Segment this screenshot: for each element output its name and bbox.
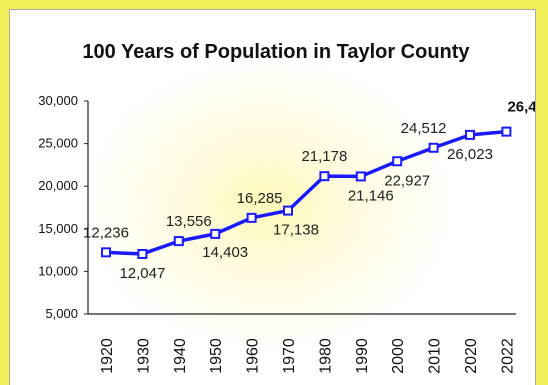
data-point-marker bbox=[246, 212, 257, 223]
x-tick-label: 1950 bbox=[208, 338, 225, 374]
data-label: 14,403 bbox=[202, 244, 248, 261]
data-label: 24,512 bbox=[401, 120, 447, 137]
data-label: 13,556 bbox=[166, 213, 212, 230]
x-tick-label: 2022 bbox=[499, 338, 516, 374]
data-label: 12,047 bbox=[119, 265, 165, 282]
data-label: 17,138 bbox=[273, 222, 319, 239]
x-tick-label: 1930 bbox=[135, 338, 152, 374]
data-label: 22,927 bbox=[384, 172, 430, 189]
x-tick-label: 1960 bbox=[245, 338, 262, 374]
x-tick-label: 1990 bbox=[354, 338, 371, 374]
data-label: 12,236 bbox=[83, 224, 129, 241]
y-axis-ticks: 5,000 10,000 15,000 20,000 25,000 30,000 bbox=[38, 93, 88, 321]
data-point-marker bbox=[392, 156, 403, 167]
data-point-marker bbox=[173, 236, 184, 247]
data-label: 16,285 bbox=[237, 190, 283, 207]
x-tick-label: 1940 bbox=[172, 338, 189, 374]
data-label: 26,407 bbox=[507, 99, 536, 116]
data-label: 26,023 bbox=[447, 146, 493, 163]
y-tick-label: 15,000 bbox=[38, 221, 78, 236]
data-label: 21,146 bbox=[348, 187, 394, 204]
series-line bbox=[105, 129, 507, 256]
y-tick-label: 5,000 bbox=[45, 306, 78, 321]
chart-title: 100 Years of Population in Taylor County bbox=[82, 41, 470, 63]
data-point-marker bbox=[501, 126, 512, 137]
data-label: 21,178 bbox=[301, 148, 347, 165]
data-point-marker bbox=[428, 142, 439, 153]
x-tick-label: 1980 bbox=[317, 338, 334, 374]
x-tick-label: 2000 bbox=[390, 338, 407, 374]
data-point-marker bbox=[355, 171, 366, 182]
data-points bbox=[101, 126, 512, 259]
y-tick-label: 10,000 bbox=[38, 263, 78, 278]
data-point-marker bbox=[210, 228, 221, 239]
data-point-marker bbox=[101, 247, 111, 258]
data-point-marker bbox=[319, 171, 330, 182]
x-tick-label: 2010 bbox=[427, 338, 444, 374]
data-point-marker bbox=[283, 205, 293, 216]
x-tick-label: 2020 bbox=[463, 338, 480, 374]
data-point-marker bbox=[465, 129, 475, 140]
line-chart: 100 Years of Population in Taylor County… bbox=[38, 41, 536, 374]
y-tick-label: 30,000 bbox=[38, 93, 78, 108]
data-point-marker bbox=[137, 248, 148, 259]
x-tick-label: 1970 bbox=[281, 338, 298, 374]
x-tick-label: 1920 bbox=[99, 338, 116, 374]
y-tick-label: 20,000 bbox=[38, 178, 78, 193]
x-axis-ticks: 1920 1930 1940 1950 1960 1970 1980 1990 2000 2010… bbox=[99, 338, 516, 374]
chart-panel: 100 Years of Population in Taylor County… bbox=[9, 9, 536, 385]
y-tick-label: 25,000 bbox=[38, 136, 78, 151]
data-labels: 12,236 12,047 13,556 14,403 16,285 17,138 21,1… bbox=[83, 99, 536, 282]
